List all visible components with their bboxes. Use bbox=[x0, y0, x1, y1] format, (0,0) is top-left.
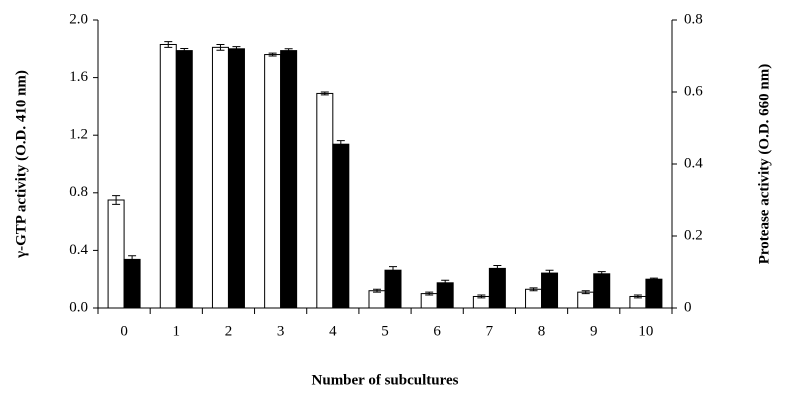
error-bar bbox=[597, 271, 606, 277]
y2-tick-label: 0.4 bbox=[684, 155, 703, 171]
x-tick-label: 0 bbox=[120, 323, 128, 339]
bar bbox=[436, 282, 454, 309]
bar bbox=[264, 54, 282, 309]
bar bbox=[175, 50, 193, 309]
error-bar bbox=[164, 41, 173, 48]
bar bbox=[645, 278, 663, 309]
y-tick-label: 1.2 bbox=[69, 127, 88, 143]
error-bar bbox=[649, 277, 658, 281]
x-tick-label: 2 bbox=[225, 323, 233, 339]
y2-axis-title: Protease activity (O.D. 660 nm) bbox=[756, 64, 772, 265]
bar bbox=[541, 272, 559, 309]
error-bar bbox=[216, 43, 225, 51]
error-bar bbox=[320, 91, 329, 96]
error-bar bbox=[441, 279, 450, 286]
y2-tick-label: 0 bbox=[684, 299, 692, 315]
y-tick-label: 0.0 bbox=[69, 299, 88, 315]
bar bbox=[525, 288, 543, 309]
y-axis-title: γ-GTP activity (O.D. 410 nm) bbox=[13, 70, 29, 259]
bar bbox=[211, 46, 229, 309]
y-tick-label: 0.4 bbox=[69, 242, 88, 258]
error-bar bbox=[581, 290, 590, 295]
error-bar bbox=[128, 255, 137, 264]
x-axis-title: Number of subcultures bbox=[312, 372, 459, 388]
x-tick-label: 3 bbox=[277, 323, 285, 339]
error-bar bbox=[336, 140, 345, 149]
bar bbox=[368, 290, 386, 309]
bar bbox=[488, 267, 506, 309]
y-tick-label: 0.8 bbox=[69, 184, 88, 200]
error-bar bbox=[633, 294, 642, 299]
error-bar bbox=[180, 47, 189, 54]
x-tick-label: 4 bbox=[329, 323, 337, 339]
x-tick-label: 5 bbox=[381, 323, 389, 339]
bar bbox=[577, 291, 595, 309]
error-bar bbox=[284, 48, 293, 53]
bar bbox=[316, 92, 334, 309]
x-tick-label: 6 bbox=[433, 323, 441, 339]
bar bbox=[227, 48, 245, 309]
error-bar bbox=[268, 52, 277, 57]
y2-tick-label: 0.2 bbox=[684, 227, 703, 243]
y2-tick-label: 0.8 bbox=[684, 11, 703, 27]
error-bar bbox=[232, 46, 241, 52]
x-tick-label: 7 bbox=[486, 323, 494, 339]
x-tick-label: 9 bbox=[590, 323, 598, 339]
error-bar bbox=[529, 287, 538, 292]
bar bbox=[384, 269, 402, 309]
error-bar bbox=[425, 291, 434, 296]
bar bbox=[159, 43, 177, 309]
bar bbox=[593, 273, 611, 309]
error-bar bbox=[389, 266, 397, 275]
y-tick-label: 1.6 bbox=[69, 69, 88, 85]
bar bbox=[123, 258, 141, 309]
x-tick-label: 8 bbox=[538, 323, 546, 339]
bar bbox=[280, 50, 298, 309]
bar bbox=[420, 293, 438, 309]
error-bar bbox=[112, 195, 121, 205]
error-bar bbox=[545, 269, 554, 277]
bar bbox=[107, 199, 125, 309]
x-tick-label: 10 bbox=[638, 323, 653, 339]
y-tick-label: 2.0 bbox=[69, 11, 88, 27]
error-bar bbox=[493, 265, 502, 272]
error-bar bbox=[477, 294, 486, 299]
bar bbox=[332, 143, 350, 309]
error-bar bbox=[373, 288, 381, 293]
y2-tick-label: 0.6 bbox=[684, 83, 703, 99]
x-tick-label: 1 bbox=[173, 323, 181, 339]
